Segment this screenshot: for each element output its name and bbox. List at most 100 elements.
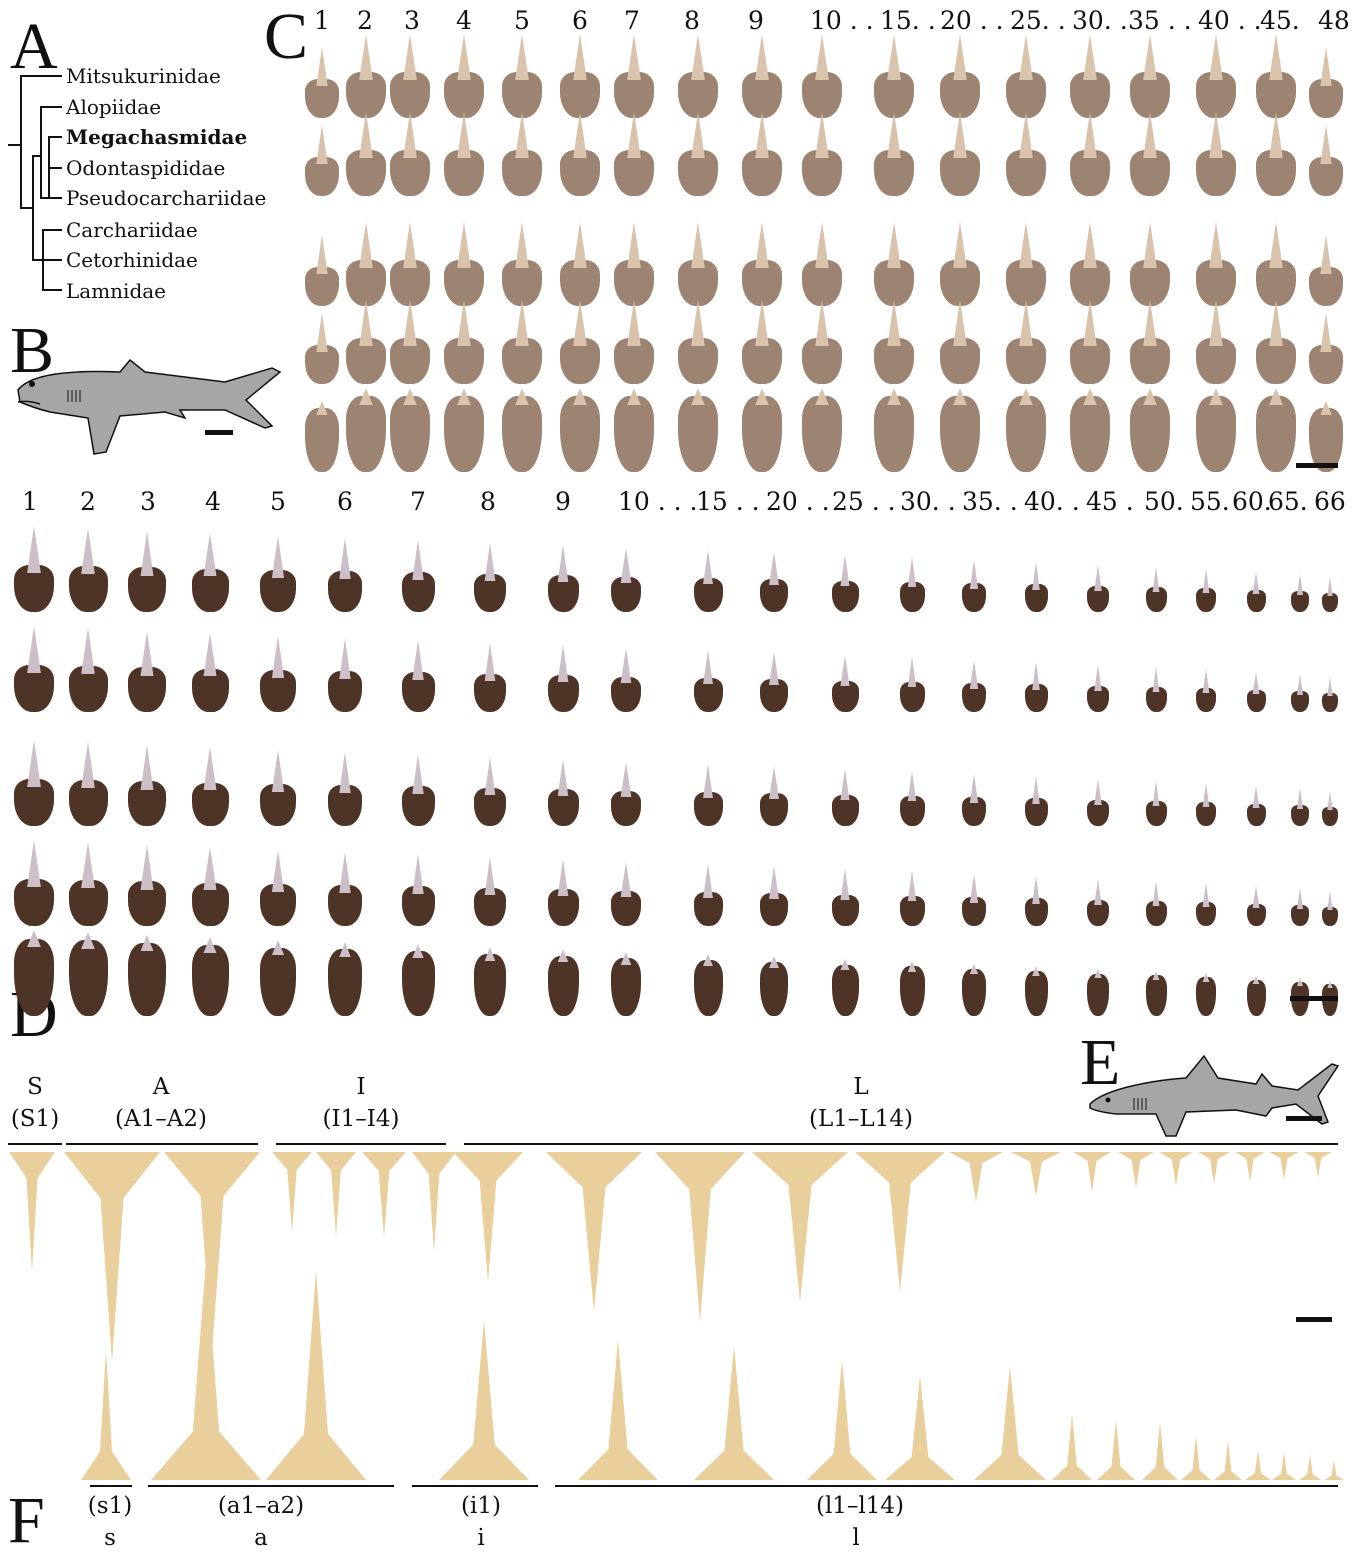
tooth-specimen [1196, 388, 1236, 472]
tooth-specimen [611, 762, 641, 826]
tooth-specimen [611, 862, 641, 926]
tooth-specimen [1269, 1152, 1299, 1180]
taxon-label: Carchariidae [66, 218, 198, 242]
tooth-specimen [474, 543, 506, 612]
tooth-specimen [305, 235, 339, 306]
tooth-specimen [328, 752, 362, 826]
tooth-specimen [191, 533, 229, 612]
tooth-specimen [64, 1152, 160, 1362]
tooth-specimen [1024, 662, 1048, 712]
tooth-specimen [316, 1152, 356, 1236]
tooth-specimen [578, 1340, 658, 1480]
tooth-position-number: 2 [357, 6, 373, 35]
tooth-specimen [14, 930, 54, 1016]
tooth-specimen [962, 774, 986, 826]
tooth-specimen [962, 964, 986, 1016]
tooth-position-number: 15 . . [696, 487, 760, 516]
tooth-specimen [1246, 786, 1266, 826]
tooth-specimen [401, 854, 435, 926]
tooth-specimen [1309, 47, 1343, 118]
tooth-specimen [831, 769, 859, 826]
tooth-specimen [164, 1152, 260, 1352]
tooth-specimen [1024, 966, 1048, 1016]
tooth-specimen [560, 300, 600, 384]
panel-label-c: C [264, 0, 309, 73]
tooth-specimen [831, 959, 859, 1016]
tooth-specimen [1087, 879, 1109, 926]
tooth-specimen [1196, 34, 1236, 118]
tooth-specimen [1024, 776, 1048, 826]
panel-label-a: A [10, 10, 58, 83]
scale-bar [1296, 1317, 1332, 1322]
tooth-specimen [260, 850, 296, 926]
tooth-position-number: 50. [1144, 487, 1184, 516]
tooth-position-number: 10 . . . [618, 487, 698, 516]
tooth-specimen [1024, 876, 1048, 926]
tooth-specimen [1070, 34, 1110, 118]
tooth-specimen [502, 388, 542, 472]
tooth-specimen [1322, 577, 1338, 612]
tooth-specimen [1181, 1436, 1211, 1480]
tooth-specimen [694, 1346, 774, 1480]
tooth-specimen [272, 1152, 312, 1232]
tooth-specimen [1214, 1440, 1242, 1480]
group-bracket [464, 1143, 1338, 1145]
tooth-specimen [678, 112, 718, 196]
tooth-specimen [14, 526, 54, 612]
tooth-specimen [655, 1152, 745, 1322]
tooth-specimen [940, 34, 980, 118]
tooth-specimen [611, 648, 641, 712]
tooth-position-number: 40 . . [1198, 6, 1262, 35]
tooth-specimen [1006, 222, 1046, 306]
taxon-label: Pseudocarchariidae [66, 186, 267, 210]
tooth-specimen [401, 754, 435, 826]
tooth-position-number: 4 [456, 6, 472, 35]
tooth-specimen [128, 935, 166, 1016]
tooth-specimen [191, 747, 229, 826]
tooth-specimen [1024, 562, 1048, 612]
tooth-position-number: 65. [1268, 487, 1308, 516]
tooth-specimen [401, 540, 435, 612]
tooth-position-number: 5 [514, 6, 530, 35]
tooth-specimen [678, 222, 718, 306]
tooth-specimen [502, 300, 542, 384]
tooth-specimen [1309, 401, 1343, 472]
group-bracket [276, 1143, 446, 1145]
tooth-specimen [191, 633, 229, 712]
tooth-specimen [1130, 300, 1170, 384]
tooth-specimen [678, 388, 718, 472]
tooth-group-code: a [254, 1525, 268, 1551]
tooth-specimen [1145, 881, 1167, 926]
tooth-specimen [899, 657, 925, 712]
tooth-specimen [760, 652, 788, 712]
tooth-position-number: 6 [572, 6, 588, 35]
tooth-specimen [328, 852, 362, 926]
tooth-specimen [742, 300, 782, 384]
tooth-specimen [874, 34, 914, 118]
tooth-position-number: 1 [314, 6, 330, 35]
tooth-position-number: 45 . [1086, 487, 1134, 516]
tooth-specimen [328, 538, 362, 612]
tooth-specimen [362, 1152, 406, 1238]
tooth-specimen [260, 750, 296, 826]
tooth-specimen [611, 952, 641, 1016]
tooth-group-range: (i1) [461, 1493, 501, 1519]
tooth-specimen [1291, 888, 1309, 926]
taxon-label: Cetorhinidae [66, 248, 198, 272]
tooth-specimen [1145, 781, 1167, 826]
tooth-specimen [390, 112, 430, 196]
tooth-specimen [328, 942, 362, 1016]
tooth-specimen [760, 766, 788, 826]
tooth-specimen [1070, 388, 1110, 472]
tooth-specimen [802, 222, 842, 306]
tooth-position-number: 8 [684, 6, 700, 35]
tooth-position-number: 20 . . [766, 487, 830, 516]
tooth-position-number: 30. . [900, 487, 956, 516]
tooth-specimen [974, 1366, 1046, 1480]
tooth-position-number: 5 [270, 487, 286, 516]
tooth-specimen [742, 222, 782, 306]
tooth-specimen [1309, 313, 1343, 384]
tooth-position-number: 35. . [962, 487, 1018, 516]
tooth-specimen [1070, 300, 1110, 384]
tooth-specimen [1070, 112, 1110, 196]
